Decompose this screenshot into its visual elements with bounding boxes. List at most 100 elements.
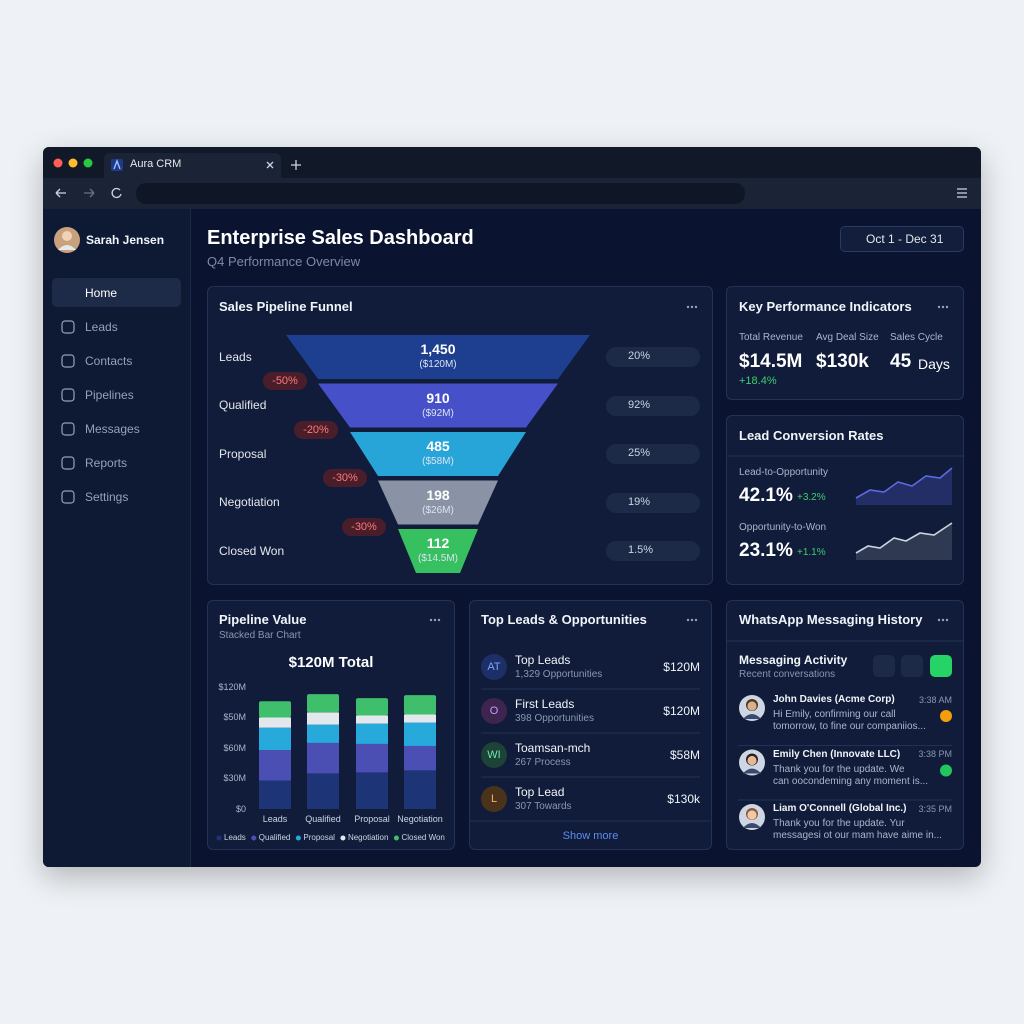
nav-item[interactable]: Settings <box>85 489 129 504</box>
kpi-label: Sales Cycle <box>890 332 943 343</box>
kpi-label: Avg Deal Size <box>816 332 879 343</box>
date-range: Oct 1 - Dec 31 <box>866 231 944 246</box>
date-picker[interactable] <box>840 226 964 252</box>
lead-value: $120M <box>663 659 700 674</box>
x-tick-label: Qualified <box>305 814 341 824</box>
change-pill[interactable] <box>606 492 700 513</box>
message-text: Hi Emily, confirming our call <box>773 709 896 720</box>
stage-change: 92% <box>628 398 651 411</box>
lead-avatar: O <box>481 698 507 724</box>
tab[interactable] <box>104 153 281 178</box>
y-tick-label: $60M <box>223 742 246 753</box>
x-tick-label: Negotiation <box>397 814 443 824</box>
stage-name: Closed Won <box>219 543 285 558</box>
stage-count: 910 <box>426 389 450 406</box>
kpi-value: $130k <box>816 350 869 372</box>
card-subtitle: Stacked Bar Chart <box>219 630 301 641</box>
lead-sub: 307 Towards <box>515 801 572 812</box>
stage-value: ($26M) <box>422 504 454 516</box>
legend-label: Leads <box>224 833 246 843</box>
page-subtitle: Q4 Performance Overview <box>207 254 361 270</box>
lead-name: Top Leads <box>515 652 571 667</box>
nav-active[interactable] <box>52 278 181 307</box>
card-title: Key Performance Indicators <box>739 299 912 315</box>
lead-sub: 398 Opportunities <box>515 713 594 724</box>
user-name: Sarah Jensen <box>86 232 165 247</box>
lead-avatar: AT <box>481 654 507 680</box>
message-time: 3:35 PM <box>918 803 952 814</box>
whatsapp-card <box>726 600 964 850</box>
nav-item[interactable]: Home <box>85 285 118 300</box>
nav-item[interactable]: Pipelines <box>85 387 134 402</box>
kpi-card <box>726 286 964 400</box>
lead-sub: 267 Process <box>515 757 571 768</box>
stage-count: 1,450 <box>420 341 456 357</box>
leads-card <box>469 600 712 850</box>
contact-name: John Davies (Acme Corp) <box>773 694 895 705</box>
conversion-label: Lead-to-Opportunity <box>739 467 828 478</box>
conversion-label: Opportunity-to-Won <box>739 522 827 533</box>
change-pill[interactable] <box>606 541 700 561</box>
contact-name: Liam O'Connell (Global Inc.) <box>773 803 907 814</box>
action-button[interactable] <box>930 655 952 677</box>
legend-label: Qualified <box>258 833 291 843</box>
show-more[interactable]: Show more <box>562 830 619 842</box>
nav-item[interactable]: Reports <box>85 455 128 470</box>
lead-avatar: WI <box>481 742 507 768</box>
activity-title: Messaging Activity <box>739 652 848 667</box>
action-button[interactable] <box>901 655 923 677</box>
chart-total: $120M Total <box>288 654 374 671</box>
message-text: tomorrow, to fine our companiios... <box>773 721 926 732</box>
message-time: 3:38 PM <box>918 749 952 760</box>
conversion-delta: +1.1% <box>797 547 826 558</box>
conversion-card <box>726 415 964 585</box>
stage-value: ($120M) <box>419 359 457 370</box>
nav-item[interactable]: Messages <box>85 421 140 436</box>
stage-name: Proposal <box>219 446 267 461</box>
stage-value: ($14.5M) <box>417 553 458 564</box>
stage-value: ($58M) <box>422 456 454 467</box>
drop-pill: -50% <box>263 372 307 390</box>
kpi-value: 45 <box>890 350 912 372</box>
kpi-label: Total Revenue <box>739 332 803 343</box>
nav-item[interactable]: Leads <box>85 319 118 334</box>
action-button[interactable] <box>873 655 895 677</box>
contact-name: Emily Chen (Innovate LLC) <box>773 748 901 760</box>
change-pill[interactable] <box>606 347 700 367</box>
legend-label: Proposal <box>303 833 335 843</box>
card-title: WhatsApp Messaging History <box>739 612 923 628</box>
lead-value: $58M <box>669 747 700 762</box>
card-title: Lead Conversion Rates <box>739 428 884 444</box>
nav-item[interactable]: Contacts <box>85 353 133 368</box>
card-title: Top Leads & Opportunities <box>481 612 647 628</box>
stage-count: 198 <box>426 486 450 503</box>
conversion-value: 42.1% <box>739 484 793 506</box>
legend-label: Closed Won <box>401 833 445 843</box>
url-field[interactable] <box>136 183 745 204</box>
legend-label: Negotiation <box>347 833 389 843</box>
kpi-value: $14.5M <box>739 350 803 372</box>
change-pill[interactable] <box>606 444 700 464</box>
stage-count: 485 <box>426 438 450 454</box>
activity-subtitle: Recent conversations <box>739 669 836 680</box>
y-tick-label: $0 <box>235 803 246 814</box>
stage-change: 20% <box>628 350 651 363</box>
tab-title: Aura CRM <box>130 158 182 171</box>
stage-change: 1.5% <box>628 544 654 557</box>
message-text: can oocondeming any moment is... <box>773 775 929 787</box>
conversion-value: 23.1% <box>739 539 793 561</box>
kpi-delta: +18.4% <box>739 375 777 388</box>
lead-sub: 1,329 Opportunities <box>515 669 603 680</box>
sidebar <box>43 209 191 867</box>
change-pill[interactable] <box>606 395 700 416</box>
message-text: messagesi ot our mam have aime in... <box>773 830 942 841</box>
stage-name: Qualified <box>219 398 267 413</box>
page-title: Enterprise Sales Dashboard <box>207 227 474 249</box>
lead-name: First Leads <box>515 696 575 711</box>
message-text: Thank you for the update. We <box>773 763 905 775</box>
card-title: Pipeline Value <box>219 612 307 628</box>
x-tick-label: Leads <box>262 814 288 824</box>
drop-pill: -20% <box>294 420 338 439</box>
lead-name: Toamsan-mch <box>515 740 591 755</box>
